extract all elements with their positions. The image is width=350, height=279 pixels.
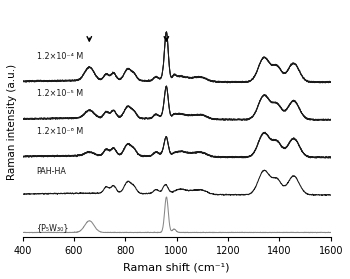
Y-axis label: Raman intensity (a.u.): Raman intensity (a.u.) [7, 64, 17, 180]
Text: 1.2×10⁻⁵ M: 1.2×10⁻⁵ M [37, 89, 83, 98]
Text: {P₅W₃₀}: {P₅W₃₀} [37, 223, 69, 232]
Text: PAH-HA: PAH-HA [37, 167, 66, 176]
X-axis label: Raman shift (cm⁻¹): Raman shift (cm⁻¹) [124, 262, 230, 272]
Text: 1.2×10⁻⁴ M: 1.2×10⁻⁴ M [37, 52, 83, 61]
Text: 1.2×10⁻⁶ M: 1.2×10⁻⁶ M [37, 127, 83, 136]
